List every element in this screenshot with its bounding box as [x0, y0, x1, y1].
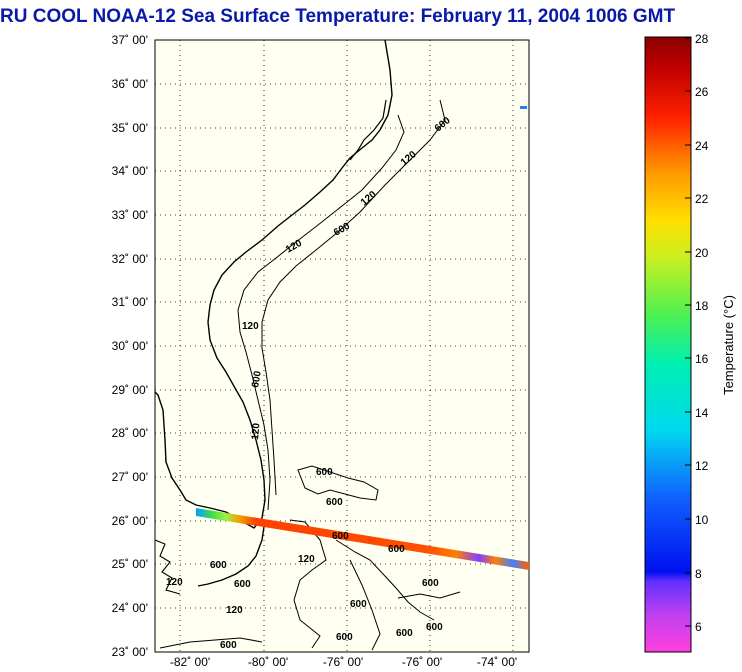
colorbar-tick: 26 [695, 85, 709, 99]
lat-tick: 23˚ 00' [112, 645, 148, 659]
lat-tick: 32˚ 00' [112, 252, 148, 266]
lon-tick: -76˚ 00' [402, 655, 442, 669]
colorbar-tick: 6 [695, 620, 702, 634]
lon-tick: -82˚ 00' [170, 655, 210, 669]
latitude-axis: 37˚ 00' 36˚ 00' 35˚ 00' 34˚ 00' 33˚ 00' … [112, 33, 148, 659]
colorbar-tick: 20 [695, 246, 709, 260]
contour-label: 600 [336, 632, 353, 643]
colorbar-tick: 10 [695, 513, 709, 527]
colorbar-tick: 22 [695, 192, 709, 206]
contour-label: 120 [250, 422, 262, 440]
contour-label: 600 [388, 544, 405, 555]
lat-tick: 27˚ 00' [112, 470, 148, 484]
lat-tick: 25˚ 00' [112, 557, 148, 571]
contour-label: 120 [226, 605, 243, 616]
contour-label: 600 [210, 560, 227, 571]
coastline-outer-banks [349, 99, 387, 161]
colorbar-tick: 8 [695, 567, 702, 581]
lat-tick: 29˚ 00' [112, 383, 148, 397]
lon-tick: -76˚ 00' [323, 655, 363, 669]
contour-label: 600 [396, 628, 413, 639]
lat-tick: 33˚ 00' [112, 208, 148, 222]
map-area [154, 39, 530, 653]
contour-label: 600 [350, 599, 367, 610]
contour-label: 600 [234, 579, 251, 590]
lat-tick: 28˚ 00' [112, 426, 148, 440]
isobath-120 [237, 114, 405, 511]
lat-tick: 30˚ 00' [112, 339, 148, 353]
contour-label: 600 [250, 370, 264, 389]
colorbar-tick: 24 [695, 139, 709, 153]
contour-label: 120 [298, 554, 315, 565]
contour-label: 120 [242, 321, 259, 332]
contour-label: 120 [166, 577, 183, 588]
colorbar [644, 36, 692, 653]
coastline-keys [197, 519, 266, 587]
contour-label: 600 [326, 497, 343, 508]
colorbar-label: Temperature (°C) [721, 295, 736, 395]
contour-label: 600 [316, 467, 333, 478]
contour-label: 600 [426, 622, 443, 633]
colorbar-ticks [685, 37, 691, 627]
colorbar-tick: 18 [695, 299, 709, 313]
colorbar-labels: 28 26 24 22 20 18 16 14 12 10 8 6 [695, 32, 709, 634]
lat-tick: 35˚ 00' [112, 121, 148, 135]
lon-tick: -74˚ 00' [477, 655, 517, 669]
contour-label: 600 [422, 578, 439, 589]
lon-tick: -80˚ 00' [248, 655, 288, 669]
colorbar-tick: 28 [695, 32, 709, 46]
lat-tick: 37˚ 00' [112, 33, 148, 47]
lat-tick: 34˚ 00' [112, 164, 148, 178]
colorbar-tick: 14 [695, 406, 709, 420]
sst-speck [520, 106, 527, 109]
lat-tick: 26˚ 00' [112, 514, 148, 528]
isobath-600 [261, 99, 446, 496]
lat-tick: 36˚ 00' [112, 77, 148, 91]
contour-label: 600 [332, 531, 349, 542]
lat-tick: 31˚ 00' [112, 295, 148, 309]
cuba-coast [159, 637, 263, 649]
lat-tick: 24˚ 00' [112, 601, 148, 615]
longitude-axis: -82˚ 00' -80˚ 00' -76˚ 00' -76˚ 00' -74˚… [170, 655, 517, 669]
colorbar-tick: 16 [695, 352, 709, 366]
sst-swath [196, 508, 529, 570]
colorbar-tick: 12 [695, 459, 709, 473]
contour-label: 600 [220, 640, 237, 651]
coastline [155, 40, 393, 529]
map-title: RU COOL NOAA-12 Sea Surface Temperature:… [0, 6, 676, 27]
coastline-florida-west [155, 539, 181, 595]
bahamas-banks [289, 465, 461, 651]
